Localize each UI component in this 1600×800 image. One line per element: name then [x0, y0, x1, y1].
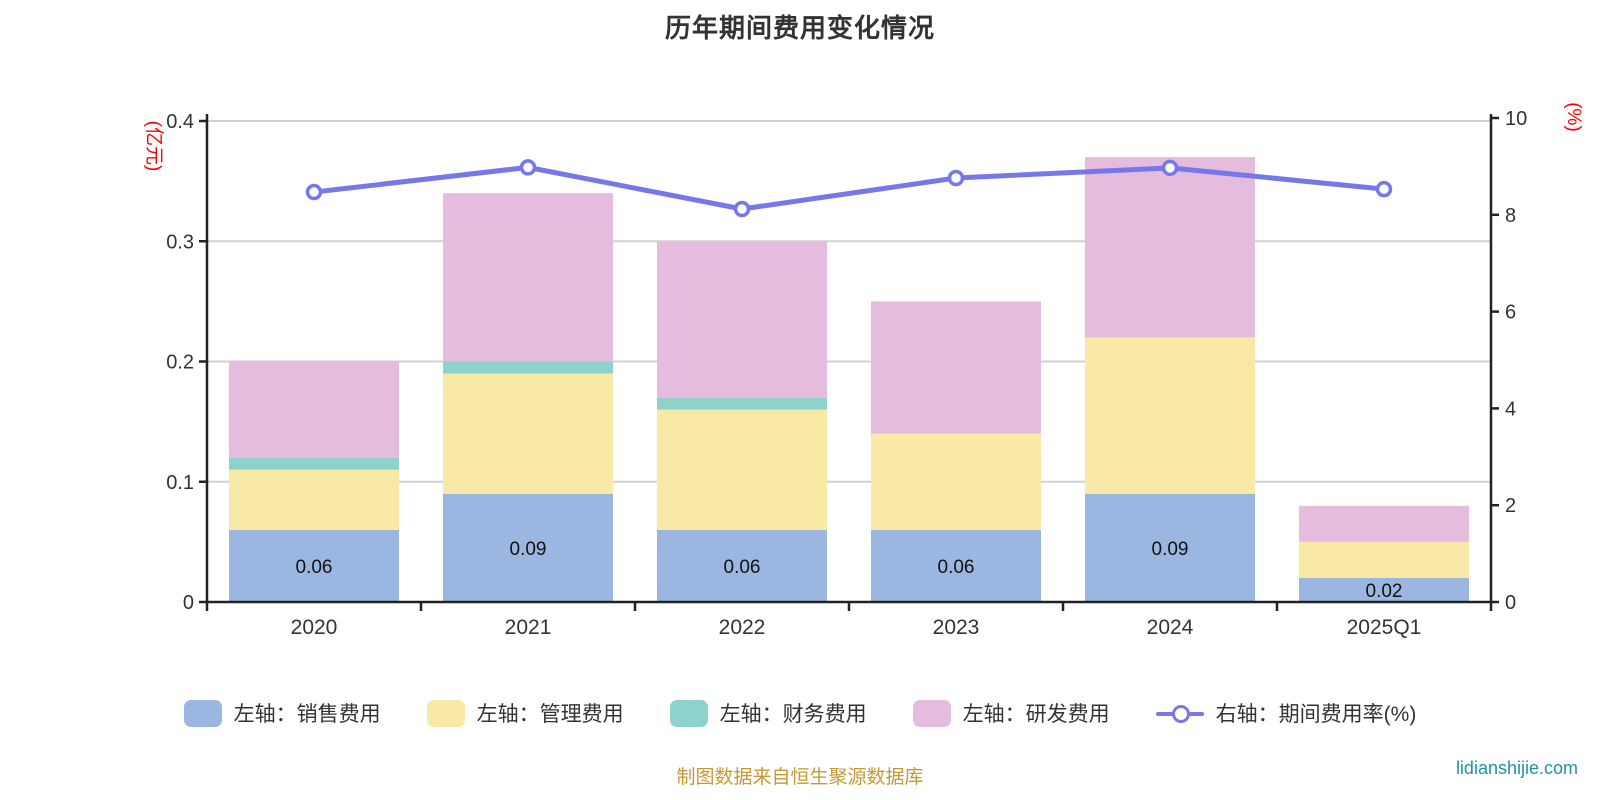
right-axis-tick-label: 8: [1505, 205, 1516, 227]
x-axis-category-label: 2024: [1147, 616, 1194, 639]
right-axis-tick-label: 4: [1505, 398, 1516, 420]
legend-swatch-admin-expense: [426, 699, 465, 727]
bar-segment[interactable]: [1085, 337, 1255, 494]
x-axis-category-label: 2020: [291, 616, 338, 639]
legend-line-marker-icon: [1155, 700, 1204, 727]
bar-segment[interactable]: [229, 469, 399, 530]
legend-item-sales-expense[interactable]: 左轴：销售费用: [183, 698, 381, 728]
line-series-markers: [305, 159, 1393, 218]
line-marker[interactable]: [733, 200, 751, 218]
bar-segment[interactable]: [1085, 493, 1255, 602]
left-axis-tick-label: 0: [183, 592, 194, 614]
right-axis-tick-label: 10: [1505, 108, 1527, 130]
bar-segment[interactable]: [871, 433, 1041, 530]
legend-label-finance-expense: 左轴：财务费用: [719, 703, 867, 726]
bar-segment[interactable]: [443, 493, 613, 602]
bar-value-label: 0.06: [724, 557, 761, 578]
bar-segment[interactable]: [443, 373, 613, 494]
bar-segment[interactable]: [871, 529, 1041, 602]
legend-label-expense-ratio: 右轴：期间费用率(%): [1215, 703, 1417, 726]
legend-label-rd-expense: 左轴：研发费用: [962, 703, 1110, 726]
line-marker[interactable]: [519, 159, 537, 176]
line-marker[interactable]: [1161, 159, 1179, 177]
bar-value-label: 0.06: [938, 557, 975, 578]
line-marker[interactable]: [947, 169, 965, 187]
legend-item-expense-ratio[interactable]: 右轴：期间费用率(%): [1155, 698, 1417, 728]
x-axis-category-label: 2025Q1: [1347, 616, 1422, 639]
x-axis-category-label: 2022: [719, 616, 766, 639]
bar-segment[interactable]: [229, 457, 399, 470]
plot-area: 0.06 0.09 0.06 0.06 0.09 0.02 0 0.1 0.2 0.3 0.4 0 2 4…: [143, 102, 1584, 639]
right-axis-tick-label: 0: [1505, 592, 1516, 614]
bar-segment[interactable]: [657, 241, 827, 398]
left-axis-tick-label: 0.1: [166, 472, 194, 494]
axis-tick-labels: 0 0.1 0.2 0.3 0.4 0 2 4 6 8 10 2020 2021 2022 2023 2024…: [166, 108, 1527, 639]
bar-segment[interactable]: [657, 397, 827, 410]
chart-title: 历年期间费用变化情况: [664, 13, 935, 43]
legend-swatch-sales-expense: [183, 699, 222, 727]
bar-segment[interactable]: [229, 361, 399, 458]
right-axis-tick-label: 6: [1505, 302, 1516, 324]
x-axis-category-label: 2023: [933, 616, 980, 639]
bar-value-labels: 0.06 0.09 0.06 0.06 0.09 0.02: [296, 539, 1403, 602]
right-axis-tick-label: 2: [1505, 495, 1516, 517]
bar-segment[interactable]: [657, 529, 827, 602]
bar-value-label: 0.02: [1366, 581, 1403, 602]
left-axis-tick-label: 0.3: [166, 231, 194, 253]
legend-label-admin-expense: 左轴：管理费用: [476, 703, 624, 726]
bar-segment[interactable]: [871, 301, 1041, 434]
axes: [199, 114, 1499, 611]
gridlines: [207, 120, 1491, 483]
bar-segment[interactable]: [229, 529, 399, 602]
right-axis-unit-label: (%): [1563, 102, 1584, 132]
bar-value-label: 0.09: [510, 539, 547, 560]
bar-segment[interactable]: [1299, 505, 1469, 542]
bar-segment[interactable]: [443, 361, 613, 374]
bar-series-3: [229, 157, 1469, 542]
legend-item-rd-expense[interactable]: 左轴：研发费用: [912, 698, 1110, 728]
data-source-note: 制图数据来自恒生聚源数据库: [676, 767, 924, 788]
bar-series-0: [229, 493, 1469, 602]
bar-segment[interactable]: [1085, 157, 1255, 338]
bar-value-label: 0.09: [1152, 539, 1189, 560]
legend-item-admin-expense[interactable]: 左轴：管理费用: [426, 698, 624, 728]
bar-segment[interactable]: [1299, 577, 1469, 602]
line-series-path: [311, 164, 1387, 212]
watermark-link[interactable]: lidianshijie.com: [1455, 758, 1578, 778]
x-axis-category-label: 2021: [505, 616, 552, 639]
bar-series-2: [229, 361, 827, 470]
legend-item-finance-expense[interactable]: 左轴：财务费用: [669, 698, 867, 728]
bar-segment[interactable]: [657, 409, 827, 530]
bar-series: [229, 157, 1469, 602]
bar-segment[interactable]: [1299, 541, 1469, 578]
line-marker[interactable]: [305, 183, 323, 201]
bar-value-label: 0.06: [296, 557, 333, 578]
legend: 左轴：销售费用 左轴：管理费用 左轴：财务费用 左轴：研发费用 右轴：期间费用率…: [0, 698, 1600, 728]
bar-segment[interactable]: [443, 193, 613, 362]
legend-swatch-rd-expense: [912, 699, 951, 727]
left-axis-unit-label: (亿元): [143, 121, 165, 172]
legend-label-sales-expense: 左轴：销售费用: [233, 703, 381, 726]
legend-swatch-finance-expense: [669, 699, 708, 727]
line-marker[interactable]: [1375, 180, 1393, 198]
left-axis-tick-label: 0.4: [166, 111, 194, 133]
left-axis-tick-label: 0.2: [166, 352, 194, 374]
bar-series-1: [229, 337, 1469, 578]
